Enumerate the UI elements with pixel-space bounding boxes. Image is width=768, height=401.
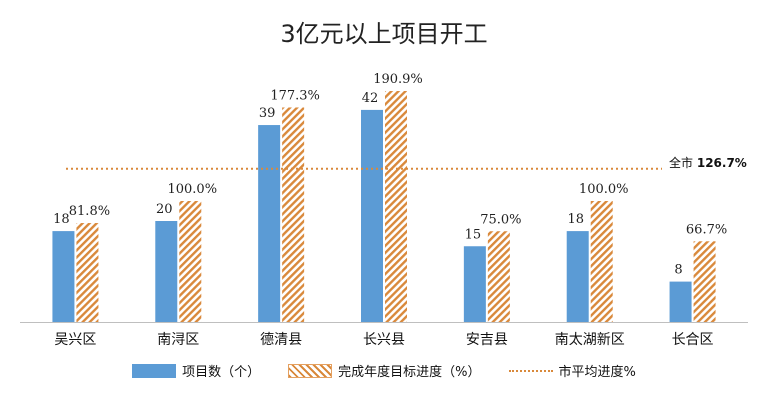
label-progress-6: 66.7% (686, 222, 727, 237)
bar-project-count-0 (52, 231, 75, 322)
legend-item-progress: 完成年度目标进度（%） (288, 361, 481, 380)
x-tick-label-2: 德清县 (260, 332, 302, 348)
label-project-count-6: 8 (674, 263, 682, 278)
x-tick-label-3: 长兴县 (363, 332, 405, 348)
bar-project-count-2 (258, 125, 281, 322)
legend-item-average: 市平均进度% (508, 361, 636, 380)
x-tick-label-1: 南浔区 (157, 332, 199, 348)
legend-label-progress: 完成年度目标进度（%） (338, 365, 481, 380)
bar-progress-1 (179, 201, 202, 322)
label-progress-5: 100.0% (579, 182, 629, 197)
legend-swatch-dotted (508, 369, 553, 372)
x-tick-label-4: 安吉县 (466, 332, 508, 348)
label-project-count-0: 18 (53, 212, 70, 227)
legend-item-project-count: 项目数（个） (132, 361, 260, 380)
bar-progress-4 (487, 231, 510, 322)
label-project-count-5: 18 (567, 212, 584, 227)
bar-project-count-6 (669, 281, 692, 322)
bar-progress-3 (385, 91, 407, 322)
x-tick-label-5: 南太湖新区 (555, 332, 625, 348)
legend-label-average: 市平均进度% (558, 365, 636, 380)
bar-progress-5 (590, 201, 613, 322)
bar-progress-0 (76, 223, 99, 322)
label-project-count-1: 20 (156, 202, 173, 217)
bar-progress-6 (693, 241, 716, 322)
label-project-count-3: 42 (362, 91, 379, 106)
label-progress-3: 190.9% (373, 72, 423, 87)
label-progress-0: 81.8% (69, 204, 110, 219)
x-tick-label-6: 长合区 (672, 332, 714, 348)
legend-label-project-count: 项目数（个） (182, 365, 261, 380)
city-average-label: 全市 126.7% (669, 156, 747, 170)
legend-swatch-hatched (288, 363, 333, 378)
label-project-count-4: 15 (465, 227, 482, 242)
label-progress-4: 75.0% (480, 212, 521, 227)
x-tick-label-0: 吴兴区 (54, 332, 96, 348)
legend-swatch-blue (132, 363, 177, 378)
legend: 项目数（个） 完成年度目标进度（%） 市平均进度% (0, 361, 768, 380)
chart-title: 3亿元以上项目开工 (280, 20, 488, 48)
label-progress-1: 100.0% (167, 182, 217, 197)
label-project-count-2: 39 (259, 106, 276, 121)
bar-project-count-5 (566, 231, 589, 322)
bar-project-count-3 (361, 109, 383, 323)
bar-project-count-4 (463, 246, 486, 322)
bar-progress-2 (282, 107, 305, 322)
label-progress-2: 177.3% (270, 88, 320, 103)
bar-project-count-1 (155, 221, 178, 322)
